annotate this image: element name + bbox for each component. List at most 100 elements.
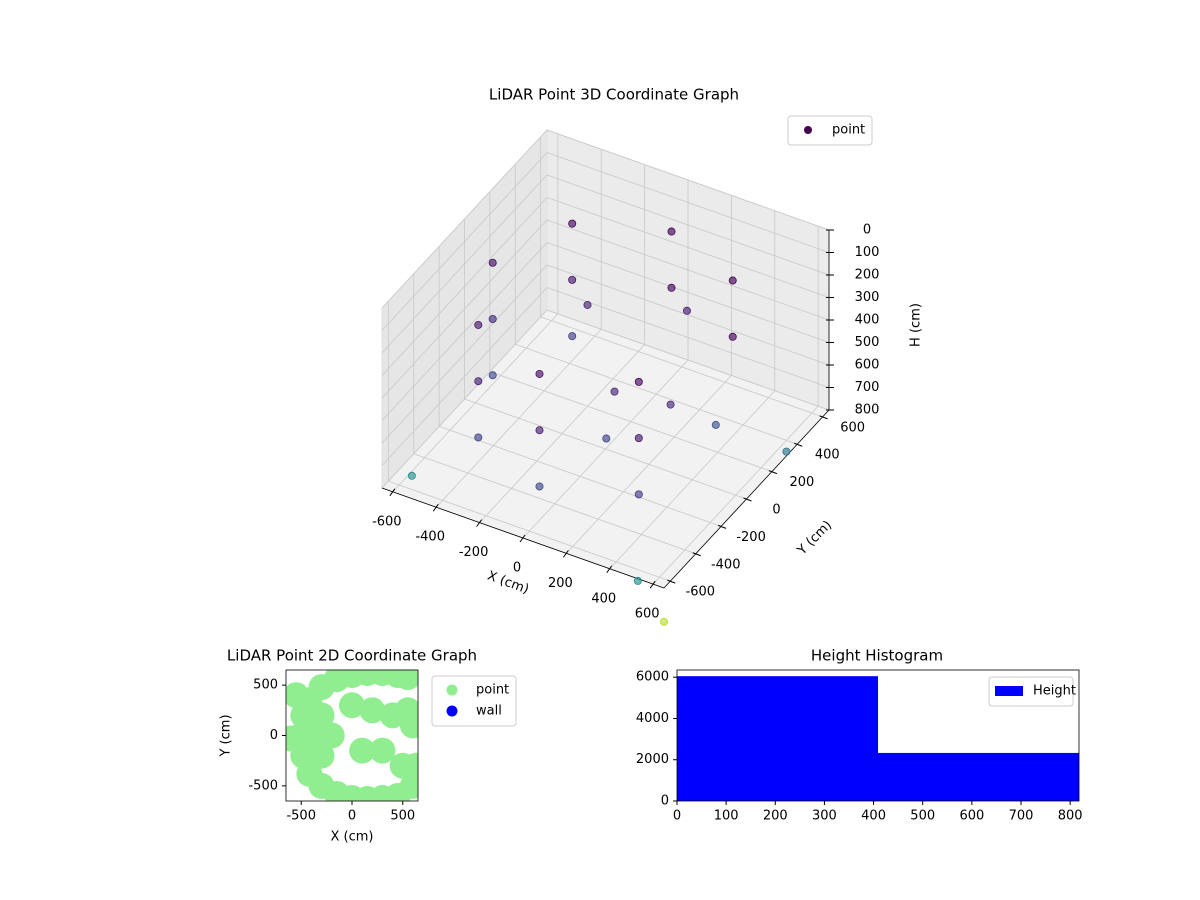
point <box>359 697 386 724</box>
legend-marker <box>446 684 458 696</box>
point <box>286 682 310 709</box>
x-tick-label: 800 <box>1058 809 1083 824</box>
point <box>308 702 335 729</box>
y-axis-label: Y (cm) <box>794 518 835 559</box>
y-axis-label: Y (cm) <box>219 714 234 757</box>
grid-line <box>489 371 773 472</box>
x-axis-label: X (cm) <box>485 569 531 598</box>
x-tick-label: 200 <box>763 809 788 824</box>
x-tick-label: 500 <box>390 809 415 824</box>
y-tick-label: 500 <box>253 678 278 693</box>
y-tick-label: 4000 <box>636 711 669 726</box>
point <box>633 576 642 585</box>
grid-line <box>464 398 747 500</box>
grid-line <box>381 264 548 444</box>
y-tick-label: 0 <box>661 794 669 809</box>
z-tick-label: 100 <box>855 245 880 260</box>
x-tick-label: 600 <box>959 809 984 824</box>
x-tick-label: 700 <box>1009 809 1034 824</box>
grid-line <box>381 174 548 354</box>
legend-label: wall <box>476 704 502 719</box>
chart-title: Height Histogram <box>811 647 943 665</box>
grid-line <box>546 287 830 388</box>
z-tick-label: 300 <box>855 290 880 305</box>
point <box>634 490 643 499</box>
grid-line <box>381 309 548 489</box>
point <box>318 722 345 749</box>
grid-line <box>546 242 830 343</box>
point <box>349 737 376 764</box>
grid-line <box>381 152 548 331</box>
x-tick-label: 0 <box>513 561 521 576</box>
x-tick <box>649 580 656 589</box>
y-tick-label: -600 <box>686 585 716 600</box>
y-tick <box>717 524 727 529</box>
point <box>634 434 643 443</box>
x-axis-label: X (cm) <box>331 830 374 845</box>
y-tick <box>692 552 701 557</box>
point <box>568 332 577 341</box>
point <box>407 471 416 480</box>
point <box>667 283 676 292</box>
z-tick-label: 700 <box>855 380 880 395</box>
x-tick-label: -200 <box>459 545 489 560</box>
x-tick-label: 200 <box>548 576 573 591</box>
grid-line <box>546 129 830 231</box>
y-tick-label: 0 <box>772 503 780 518</box>
point <box>568 219 577 228</box>
x-tick-label: -500 <box>286 809 316 824</box>
grid-line <box>381 129 548 309</box>
legend-label: point <box>832 123 865 138</box>
point <box>474 377 483 386</box>
grid-line <box>546 264 830 366</box>
grid-line <box>438 426 722 527</box>
y-tick <box>667 579 676 584</box>
point <box>369 737 396 764</box>
legend-marker <box>804 126 812 134</box>
legend-frame <box>787 115 873 146</box>
y-tick-label: 6000 <box>636 670 669 685</box>
point <box>660 617 669 626</box>
legend: point <box>787 115 873 146</box>
x-tick <box>519 534 526 543</box>
y-tick-label: -400 <box>711 557 741 572</box>
y-tick-label: -200 <box>736 530 766 545</box>
point <box>711 420 720 429</box>
x-tick <box>476 519 483 527</box>
grid-line <box>546 174 830 276</box>
x-tick <box>562 550 569 558</box>
x-tick-label: 600 <box>635 607 660 622</box>
legend-frame <box>988 676 1074 707</box>
x-tick-label: 100 <box>714 809 739 824</box>
point <box>682 306 691 315</box>
grid-line <box>413 453 696 555</box>
z-tick-label: 400 <box>855 313 880 328</box>
y-tick-label: 600 <box>840 420 865 435</box>
y-tick <box>819 415 828 420</box>
point <box>402 752 418 779</box>
y-tick-label: 0 <box>270 728 278 743</box>
grid-line <box>546 219 830 321</box>
point <box>488 258 497 267</box>
x-tick <box>389 488 396 497</box>
point <box>728 332 737 341</box>
x-tick-label: 300 <box>812 809 837 824</box>
point <box>568 275 577 284</box>
y-tick <box>743 497 752 502</box>
point <box>488 314 497 323</box>
y-tick-label: -500 <box>248 778 278 793</box>
point <box>286 725 305 752</box>
grid-line <box>546 152 830 253</box>
x-tick-label: 400 <box>591 591 616 606</box>
y-tick <box>794 442 803 447</box>
point <box>488 371 497 380</box>
grid-line <box>540 316 823 418</box>
point <box>474 320 483 329</box>
plot-area <box>286 670 418 801</box>
z-tick-label: 600 <box>855 358 880 373</box>
z-tick-label: 0 <box>863 223 871 238</box>
point <box>583 300 592 309</box>
point <box>602 434 611 443</box>
point <box>535 369 544 378</box>
